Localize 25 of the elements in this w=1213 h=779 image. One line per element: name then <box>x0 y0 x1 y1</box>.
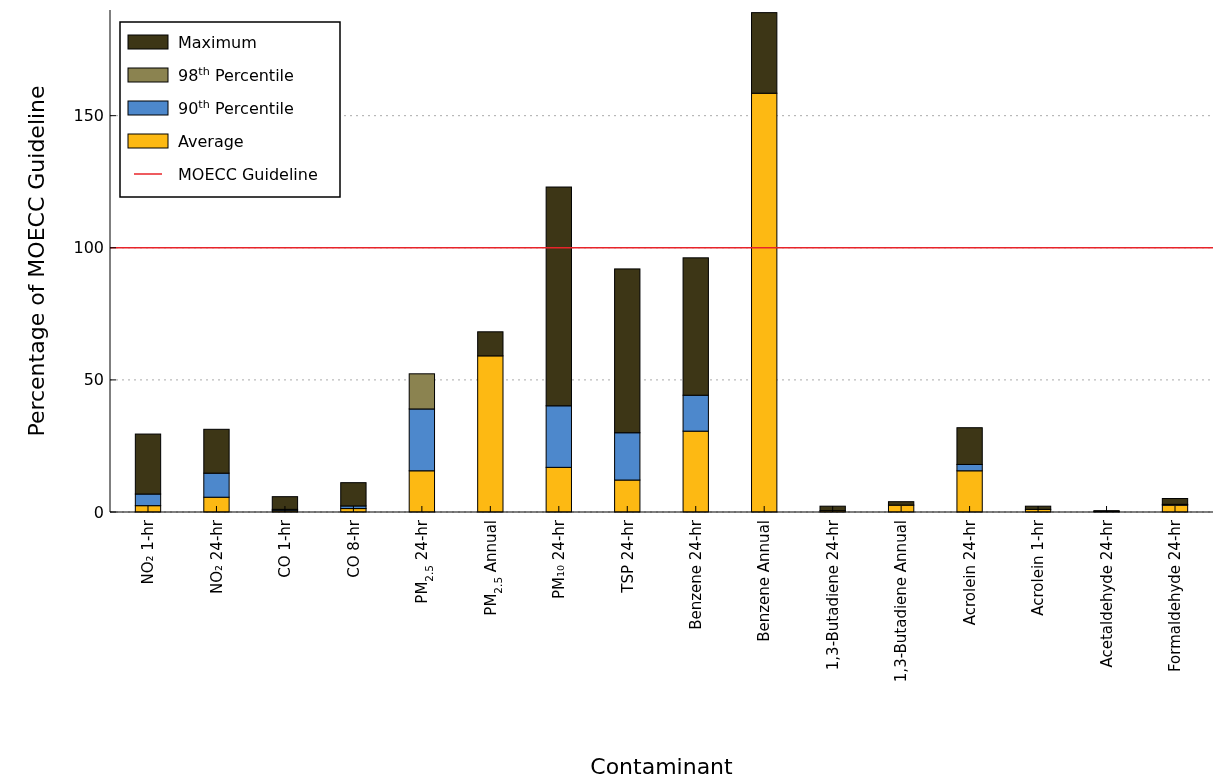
x-tick-label: Acrolein 24-hr <box>960 519 979 626</box>
x-tick-label: NO₂ 24-hr <box>207 519 226 594</box>
x-tick-label: CO 1-hr <box>276 519 295 578</box>
x-tick-label: PM₁₀ 24-hr <box>550 519 569 599</box>
legend-label: Average <box>178 131 244 151</box>
legend-label: Maximum <box>178 32 257 52</box>
x-tick-label: Benzene Annual <box>755 520 774 642</box>
y-tick-label: 50 <box>83 370 104 390</box>
x-axis-title: Contaminant <box>590 754 734 779</box>
x-tick-label: 1,3-Butadiene Annual <box>892 520 911 683</box>
x-tick-label: Acetaldehyde 24-hr <box>1097 519 1116 668</box>
y-tick-label: 150 <box>73 106 104 126</box>
x-tick-label: NO₂ 1-hr <box>139 519 158 585</box>
x-tick-label: TSP 24-hr <box>618 519 637 594</box>
x-tick-label: Acrolein 1-hr <box>1029 519 1048 616</box>
x-tick-label: 1,3-Butadiene 24-hr <box>823 519 842 671</box>
x-tick-label: Benzene 24-hr <box>686 519 705 630</box>
legend-label: MOECC Guideline <box>178 164 318 184</box>
legend-label: 98$^{th}$ Percentile <box>178 64 294 85</box>
x-tick-label: Formaldehyde 24-hr <box>1166 519 1185 672</box>
legend-label: 90$^{th}$ Percentile <box>178 97 294 118</box>
y-axis-title: Percentage of MOECC Guideline <box>24 85 49 437</box>
x-tick-label: CO 8-hr <box>344 519 363 578</box>
y-tick-label: 0 <box>93 502 104 522</box>
y-tick-label: 100 <box>73 238 104 258</box>
